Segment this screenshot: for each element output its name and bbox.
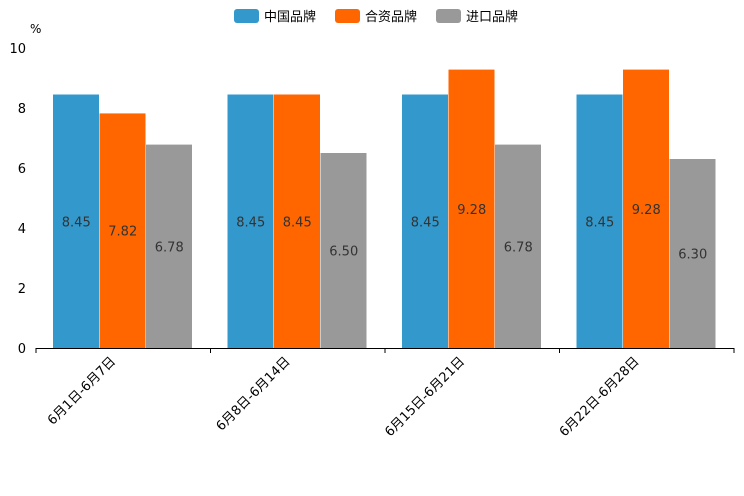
data-label-1-0: 8.45 xyxy=(236,215,265,230)
x-category-label-2: 6月15日-6月21日 xyxy=(382,354,468,440)
data-label-3-2: 6.30 xyxy=(678,248,707,263)
bar-1-0[interactable] xyxy=(227,94,274,349)
data-label-2-1: 9.28 xyxy=(457,203,486,218)
bar-1-1[interactable] xyxy=(274,94,320,349)
bar-2-1[interactable] xyxy=(448,69,495,348)
x-category-label-1: 6月8日-6月14日 xyxy=(214,354,294,434)
data-label-0-1: 7.82 xyxy=(108,225,137,240)
bar-3-2[interactable] xyxy=(669,159,716,348)
y-tick-label: 10 xyxy=(9,42,26,57)
bar-2-0[interactable] xyxy=(402,94,448,349)
data-label-0-2: 6.78 xyxy=(155,240,184,255)
legend-swatch-2[interactable] xyxy=(436,9,461,23)
legend-label-1[interactable]: 合资品牌 xyxy=(365,9,417,25)
legend-swatch-1[interactable] xyxy=(335,9,360,23)
y-axis-unit: % xyxy=(30,22,41,36)
data-label-1-1: 8.45 xyxy=(283,215,312,230)
bar-3-1[interactable] xyxy=(623,69,669,348)
legend-label-0[interactable]: 中国品牌 xyxy=(264,9,316,25)
data-label-1-2: 6.50 xyxy=(329,245,358,260)
y-tick-label: 2 xyxy=(18,282,26,297)
bar-0-2[interactable] xyxy=(146,144,192,348)
bars xyxy=(53,69,716,349)
bar-3-0[interactable] xyxy=(576,94,623,349)
legend-label-2[interactable]: 进口品牌 xyxy=(466,9,518,25)
data-label-2-0: 8.45 xyxy=(411,215,440,230)
x-category-label-0: 6月1日-6月7日 xyxy=(45,354,119,428)
x-category-label-3: 6月22日-6月28日 xyxy=(557,354,643,440)
legend: 中国品牌 合资品牌 进口品牌 xyxy=(234,9,518,25)
bar-1-2[interactable] xyxy=(320,153,367,348)
data-label-3-0: 8.45 xyxy=(585,215,614,230)
legend-swatch-0[interactable] xyxy=(234,9,259,23)
data-labels: 8.45 7.82 6.78 8.45 8.45 6.50 8.45 9.28 6.78 8.45… xyxy=(62,203,707,263)
y-tick-label: 4 xyxy=(18,222,26,237)
y-tick-label: 8 xyxy=(18,102,26,117)
data-label-3-1: 9.28 xyxy=(632,203,661,218)
bar-0-1[interactable] xyxy=(99,113,146,349)
y-tick-label: 0 xyxy=(18,342,26,357)
bar-2-2[interactable] xyxy=(495,144,541,348)
y-axis: 0 2 4 6 8 10 xyxy=(9,42,26,357)
data-label-2-2: 6.78 xyxy=(504,240,533,255)
x-axis: 6月1日-6月7日 6月8日-6月14日 6月15日-6月21日 6月22日-6月28… xyxy=(35,348,735,440)
y-tick-label: 6 xyxy=(18,162,26,177)
data-label-0-0: 8.45 xyxy=(62,215,91,230)
bar-0-0[interactable] xyxy=(53,94,99,349)
